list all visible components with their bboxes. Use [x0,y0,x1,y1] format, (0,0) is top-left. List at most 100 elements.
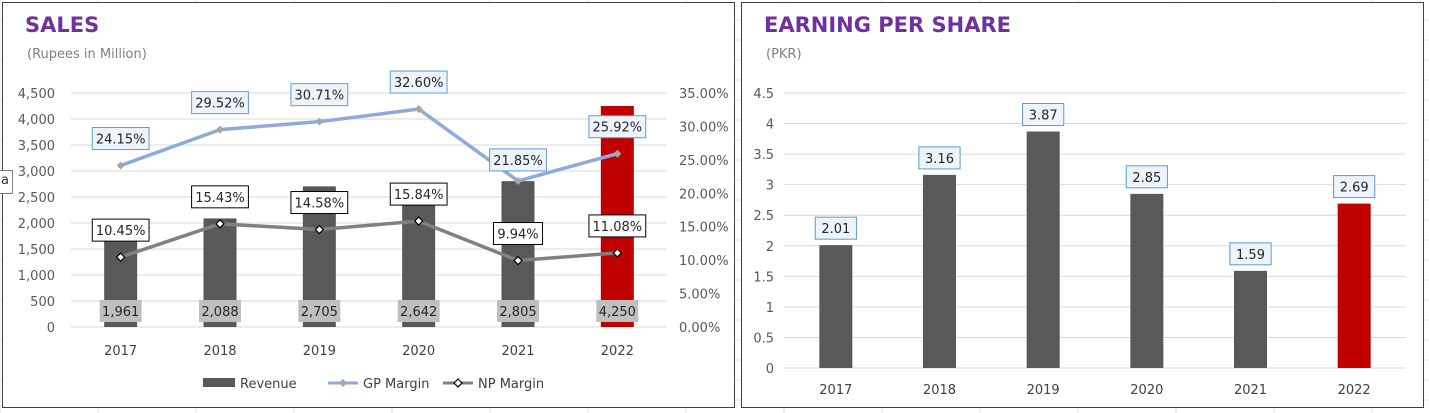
revenue-data-label: 2,805 [499,305,536,320]
eps-data-label: 3.16 [925,152,954,167]
eps-data-label: 1.59 [1236,248,1265,263]
revenue-label-box [596,300,639,322]
eps-bar [819,245,853,368]
x-tick-label: 2019 [303,344,336,359]
gp-margin-data-label: 21.85% [493,154,543,169]
eps-label-box [814,216,857,240]
np-margin-data-label: 15.43% [195,191,245,206]
np-margin-line [120,219,618,263]
y-tick-label: 2.5 [753,209,774,224]
eps-data-label: 2.85 [1132,171,1161,186]
np-margin-label-box [588,214,647,238]
eps-label-box [1125,165,1168,189]
revenue-data-label: 2,088 [201,305,238,320]
gp-margin-line [120,107,618,183]
gp-margin-marker [613,149,622,158]
revenue-data-label: 1,961 [102,305,139,320]
y2-tick-label: 0.00% [679,321,720,336]
y-tick-label: 2,500 [18,191,55,206]
x-tick-label: 2018 [923,383,956,398]
legend-label: NP Margin [478,377,544,392]
legend-label: GP Margin [363,377,429,392]
y2-tick-label: 35.00% [679,87,729,102]
np-margin-label-box [493,222,543,246]
y-tick-label: 4.5 [753,87,774,102]
gp-margin-data-label: 29.52% [195,97,245,112]
x-tick-label: 2017 [819,383,852,398]
eps-bar [1026,131,1060,368]
np-margin-label-box [91,218,150,242]
y2-tick-label: 15.00% [679,221,729,236]
np-margin-marker [115,252,126,262]
np-margin-label-box [290,191,349,215]
revenue-label-box [497,300,539,322]
np-margin-label-box [191,185,249,209]
np-margin-data-label: 15.84% [394,188,444,203]
gp-margin-data-label: 24.15% [96,133,146,148]
x-tick-label: 2017 [104,344,137,359]
eps-label-box [918,146,961,170]
np-margin-label-box [389,182,448,206]
gp-margin-marker [116,161,125,170]
gp-margin-marker [514,176,522,185]
y-tick-label: 2 [766,240,774,255]
y-tick-label: 1.5 [753,270,774,285]
np-margin-marker [413,216,424,226]
y-tick-label: 0.5 [753,331,774,346]
np-margin-marker [513,255,523,266]
y-tick-label: 4 [766,118,774,133]
chart-title: SALES [25,13,100,37]
np-margin-marker [215,218,225,229]
gp-margin-data-label: 25.92% [593,121,643,136]
eps-data-label: 2.69 [1340,181,1369,196]
np-margin-marker [314,224,325,235]
eps-bar [923,174,956,368]
sales-chart: 0 500 1,000 1,500 2,000 2,500 3,000 3,500 4,000 4… [18,70,729,392]
gp-margin-label-box [588,115,647,139]
gp-margin-marker [414,105,423,114]
revenue-label-box [397,300,440,322]
gp-margin-data-label: 30.71% [295,89,345,104]
eps-chart: 0 0.5 1 1.5 2 2.5 3 3.5 4 4.5 2017 2018 2019 2020 2021… [753,87,1406,398]
gp-margin-marker [315,117,324,126]
x-tick-label: 2022 [601,344,634,359]
eps-data-label: 3.87 [1029,109,1058,124]
revenue-label-box [199,300,241,322]
legend-label: Revenue [240,377,297,392]
revenue-data-label: 2,642 [400,305,437,320]
y-tick-label: 1,500 [18,243,55,258]
y-tick-label: 0 [766,362,774,377]
x-tick-label: 2018 [203,344,236,359]
gp-margin-label-box [389,70,448,94]
y2-tick-label: 5.00% [679,288,720,303]
gp-margin-marker [216,125,224,134]
eps-data-label: 2.01 [821,222,850,237]
np-margin-data-label: 11.08% [593,220,643,235]
y-tick-label: 3.5 [753,148,774,163]
y-tick-label: 4,000 [18,113,55,128]
revenue-label-box [298,300,341,322]
y-tick-label: 3 [766,179,774,194]
x-tick-label: 2020 [1130,383,1163,398]
np-margin-data-label: 10.45% [96,224,146,239]
revenue-label-box [99,300,142,322]
y-tick-label: 4,500 [18,87,55,102]
chart-title: EARNING PER SHARE [764,13,1011,37]
x-tick-label: 2021 [501,344,534,359]
clipped-cell-fragment: a [0,170,13,194]
y2-tick-label: 30.00% [679,120,729,135]
y2-tick-label: 25.00% [679,154,729,169]
gp-margin-data-label: 32.60% [394,76,444,91]
eps-bar [1130,193,1164,368]
gp-margin-label-box [290,83,349,107]
legend-marker-np [453,378,463,388]
x-tick-label: 2020 [402,344,435,359]
sales-chart-panel[interactable]: SALES (Rupees in Million) 0 500 1,000 1,500… [0,2,735,408]
gp-margin-label-box [191,91,249,115]
chart-subtitle: (PKR) [766,47,802,62]
eps-bar [1337,203,1371,368]
x-tick-label: 2019 [1027,383,1060,398]
eps-chart-panel[interactable]: EARNING PER SHARE (PKR) 0 0.5 1 1.5 2 2.5 3 3.5… [741,2,1424,408]
np-margin-data-label: 14.58% [295,197,345,212]
gp-margin-label-box [489,148,547,172]
